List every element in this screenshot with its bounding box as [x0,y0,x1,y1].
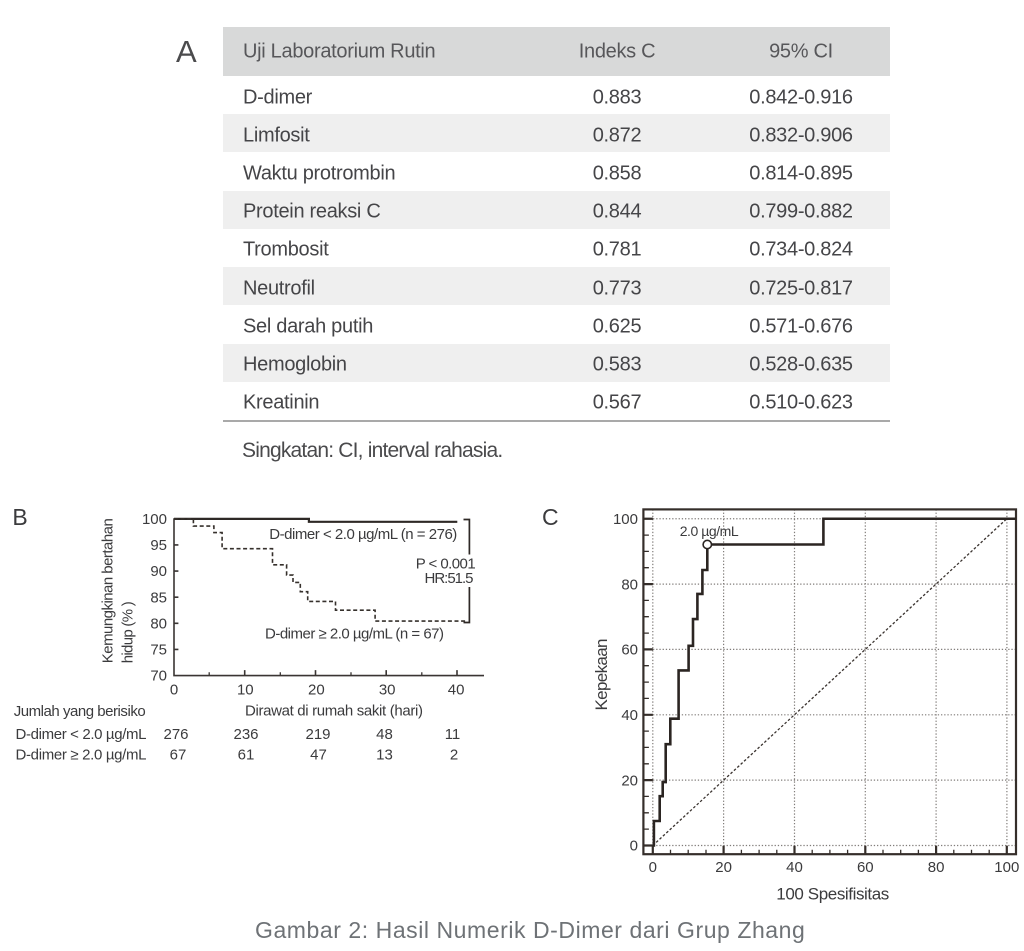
svg-text:hidup (% ): hidup (% ) [120,601,137,663]
svg-text:60: 60 [621,642,638,659]
svg-text:Kemungkinan bertahan: Kemungkinan bertahan [100,518,117,663]
svg-text:100: 100 [994,859,1019,876]
svg-text:0: 0 [649,859,657,876]
svg-text:2: 2 [450,746,458,763]
svg-text:219: 219 [305,726,330,743]
svg-text:20: 20 [621,772,638,789]
svg-text:P < 0.001: P < 0.001 [416,556,476,573]
svg-text:0: 0 [630,838,638,855]
svg-text:236: 236 [233,726,258,743]
svg-text:80: 80 [621,576,638,593]
svg-text:2.0 µg/mL: 2.0 µg/mL [680,523,739,539]
svg-text:40: 40 [786,859,803,876]
svg-text:Dirawat di rumah sakit (hari): Dirawat di rumah sakit (hari) [245,703,423,720]
svg-text:40: 40 [621,707,638,724]
svg-text:60: 60 [857,859,874,876]
svg-text:61: 61 [238,746,255,763]
svg-text:10: 10 [237,681,254,698]
svg-text:70: 70 [150,668,167,685]
svg-text:B: B [12,504,27,530]
svg-text:67: 67 [170,746,187,763]
svg-text:47: 47 [310,746,327,763]
svg-text:85: 85 [150,589,167,606]
svg-text:75: 75 [150,642,167,659]
svg-text:40: 40 [448,681,465,698]
svg-text:HR:51.5: HR:51.5 [425,570,474,587]
svg-text:11: 11 [445,726,461,743]
svg-text:D-dimer < 2.0 µg/mL (n = 276): D-dimer < 2.0 µg/mL (n = 276) [269,526,457,543]
svg-text:100 Spesifisitas: 100 Spesifisitas [776,885,889,904]
svg-text:D-dimer < 2.0 µg/mL: D-dimer < 2.0 µg/mL [16,726,147,743]
svg-text:13: 13 [376,746,393,763]
svg-text:48: 48 [376,726,393,743]
svg-text:100: 100 [613,511,638,528]
svg-text:80: 80 [928,859,945,876]
svg-text:276: 276 [163,726,188,743]
svg-text:Kepekaan: Kepekaan [592,639,611,711]
svg-text:0: 0 [170,681,178,698]
svg-text:80: 80 [150,615,167,632]
svg-text:D-dimer ≥ 2.0 µg/mL: D-dimer ≥ 2.0 µg/mL [16,746,147,763]
svg-text:20: 20 [715,859,732,876]
svg-text:D-dimer ≥ 2.0 µg/mL (n = 67): D-dimer ≥ 2.0 µg/mL (n = 67) [265,625,444,642]
svg-text:90: 90 [150,563,167,580]
svg-text:100: 100 [142,511,167,528]
svg-text:30: 30 [379,681,396,698]
svg-text:C: C [542,504,559,530]
svg-text:Jumlah yang berisiko: Jumlah yang berisiko [14,703,146,720]
svg-text:20: 20 [308,681,325,698]
svg-text:95: 95 [150,537,167,554]
